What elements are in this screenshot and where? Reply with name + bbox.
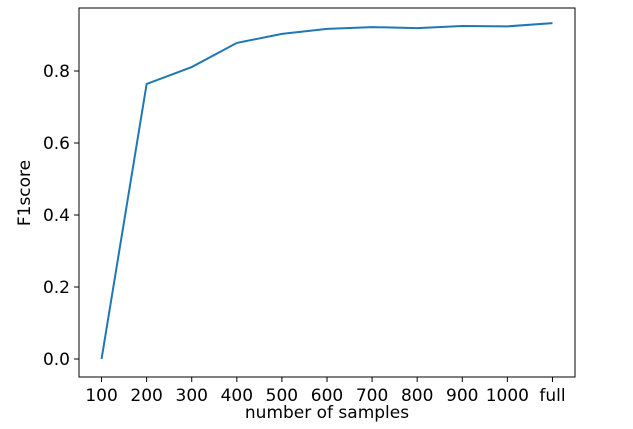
y-tick-label: 0.8 <box>43 62 70 82</box>
x-tick-label: 100 <box>85 386 117 406</box>
x-tick-label: 800 <box>401 386 433 406</box>
plot-frame <box>78 7 576 378</box>
x-tick-label: 400 <box>221 386 253 406</box>
x-tick-label: 500 <box>266 386 298 406</box>
y-tick-label: 0.6 <box>43 134 70 154</box>
x-tick-label: 700 <box>356 386 388 406</box>
x-tick-label: 300 <box>176 386 208 406</box>
y-tick-label: 0.0 <box>43 350 70 370</box>
x-tick-label: 900 <box>446 386 478 406</box>
y-tick-label: 0.2 <box>43 278 70 298</box>
x-tick-label: 1000 <box>486 386 529 406</box>
x-tick-label: full <box>539 386 565 406</box>
x-tick-label: 600 <box>311 386 343 406</box>
y-axis-label: F1score <box>15 160 35 226</box>
x-axis-label: number of samples <box>245 403 409 423</box>
line-series <box>100 22 553 360</box>
x-tick-label: 200 <box>130 386 162 406</box>
y-tick-label: 0.4 <box>43 206 70 226</box>
